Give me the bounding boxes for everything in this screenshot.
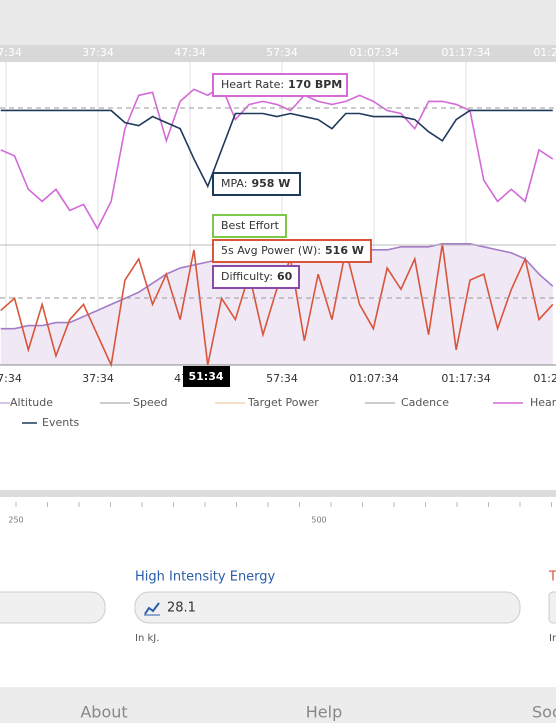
tooltip-value: 60 [277,270,293,283]
legend-label: Speed [133,396,167,409]
metric-unit: In [549,633,556,644]
footer-link[interactable]: Help [306,703,342,722]
metric-title: T [548,570,556,585]
separator [0,490,556,497]
tooltip-box [212,73,348,97]
tooltip-text: 5s Avg Power (W): 516 W [221,244,364,257]
line [0,243,554,368]
top-time-label: 01:17:34 [441,46,490,59]
x-tick-label: 01:17:34 [441,372,490,385]
tooltip-value: 516 W [325,244,364,257]
tooltip-box [212,265,300,289]
line [0,85,554,231]
cursor-label: 51:34 [188,370,223,383]
top-time-label: 57:34 [266,46,298,59]
metric-unit: In kJ. [135,633,159,644]
footer-link[interactable]: About [80,703,127,722]
plot [0,85,554,368]
line [0,109,553,189]
legend-label: Heart [530,396,556,409]
tooltip-label: 5s Avg Power (W): [221,244,321,257]
tooltip-box [212,172,301,196]
input-box[interactable] [548,591,556,624]
x-tick-label: 27:34 [0,372,22,385]
tooltip-label: MPA: [221,177,247,190]
scale: 250 500 [8,502,552,525]
scale-label: 500 [311,516,326,525]
x-tick-label: 57:34 [266,372,298,385]
top-time-label: 47:34 [174,46,206,59]
tooltip-text: Best Effort [221,219,280,232]
time-band [0,45,556,62]
top-time-label: 37:34 [82,46,114,59]
cursor-box [183,366,230,387]
tooltips: Heart Rate: 170 BPM MPA: 958 W Best Effort 5s… [212,73,372,289]
chart-icon [144,602,160,615]
tooltip-text: MPA: 958 W [221,177,290,190]
top-time-label: 01:07:34 [349,46,398,59]
x-tick-label: 37:34 [82,372,114,385]
legend-label: Events [42,416,80,429]
legend-label: Target Power [247,396,319,409]
footer-link[interactable]: Soc [532,703,556,722]
tooltip-box [212,214,287,238]
tooltip-label: Best Effort [221,219,280,232]
legend: Altitude Speed Target Power Cadence Heart Eve… [0,396,556,429]
footer [0,687,556,723]
tooltip-text: Difficulty: 60 [221,270,293,283]
top-time-label: 27:34 [0,46,22,59]
x-tick-label: 01:07:34 [349,372,398,385]
legend-label: Cadence [401,396,449,409]
metric-title: High Intensity Energy [135,570,276,585]
top-time-label: 01:27:34 [533,46,556,59]
input-box[interactable] [0,591,106,624]
tooltip-value: 958 W [251,177,290,190]
scale-label: 250 [8,516,23,525]
metric-value: 28.1 [167,601,196,616]
area [0,243,553,365]
x-tick-label: 01:27:34 [533,372,556,385]
tooltip-label: Heart Rate: [221,78,284,91]
top-bar [0,0,556,45]
legend-label: Altitude [10,396,53,409]
x-axis-labels: 27:3437:3447:3457:3401:07:3401:17:3401:2… [0,372,556,385]
tooltip-text: Heart Rate: 170 BPM [221,78,342,91]
tooltip-value: 170 BPM [288,78,342,91]
tooltip-box [212,239,372,263]
input-box[interactable] [134,591,521,624]
tooltip-label: Difficulty: [221,270,273,283]
